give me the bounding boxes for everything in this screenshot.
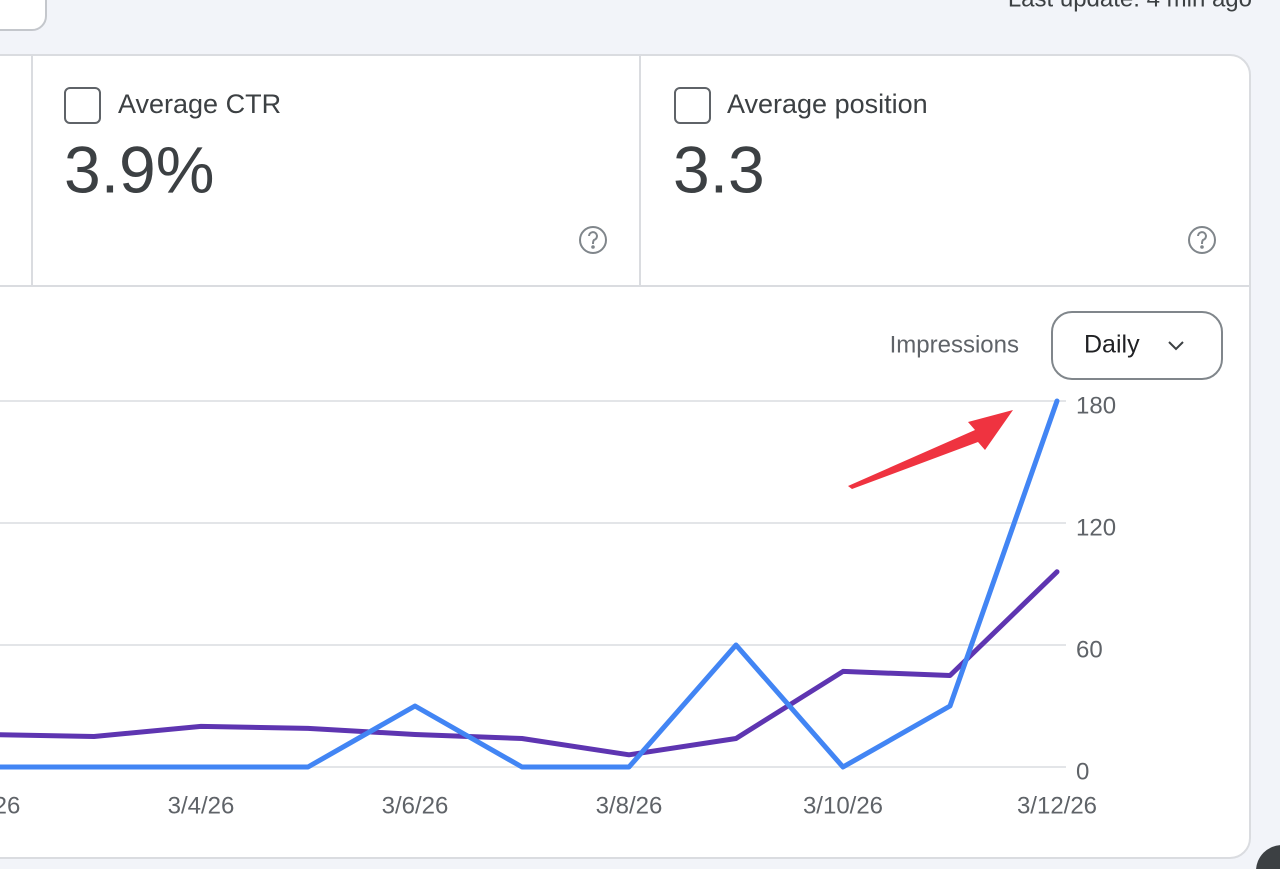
x-tick-label: 3/12/26 <box>1017 792 1097 819</box>
tile-label: Average position <box>727 89 928 119</box>
x-tick-label: 3/6/26 <box>382 792 449 819</box>
x-tick-label: 3/2/26 <box>0 792 20 819</box>
corner-button[interactable] <box>1256 845 1280 869</box>
x-tick-label: 3/10/26 <box>803 792 883 819</box>
plot: 0 60 120 180 3/2/26 3/4/26 3/6/26 3/8/26 3/10/26… <box>0 392 1116 819</box>
interval-dropdown[interactable]: Daily <box>1051 311 1223 380</box>
last-update: Last update: 4 min ago <box>1008 0 1252 12</box>
metric-label: Impressions <box>890 331 1019 358</box>
y-tick-label: 60 <box>1076 636 1103 663</box>
card <box>0 54 1251 859</box>
series-line <box>0 569 1060 758</box>
y-tick-label: 180 <box>1076 392 1116 419</box>
help-icon[interactable] <box>579 226 607 254</box>
chevron <box>1168 341 1184 351</box>
tile-label: Average CTR <box>118 89 281 119</box>
dropdown-box[interactable] <box>1051 311 1223 380</box>
x-tick-label: 3/8/26 <box>596 792 663 819</box>
checkbox[interactable] <box>674 87 711 124</box>
annotation-arrow <box>848 410 1013 489</box>
help-icon[interactable] <box>1188 226 1216 254</box>
dropdown-value: Daily <box>1084 331 1140 359</box>
y-tick-label: 0 <box>1076 758 1089 785</box>
x-tick-label: 3/4/26 <box>168 792 235 819</box>
tile-value: 3.3 <box>673 132 765 206</box>
partial-button[interactable] <box>0 0 47 31</box>
series-line <box>0 398 1060 770</box>
tile-value: 3.9% <box>64 132 214 206</box>
checkbox[interactable] <box>64 87 101 124</box>
y-tick-label: 120 <box>1076 514 1116 541</box>
